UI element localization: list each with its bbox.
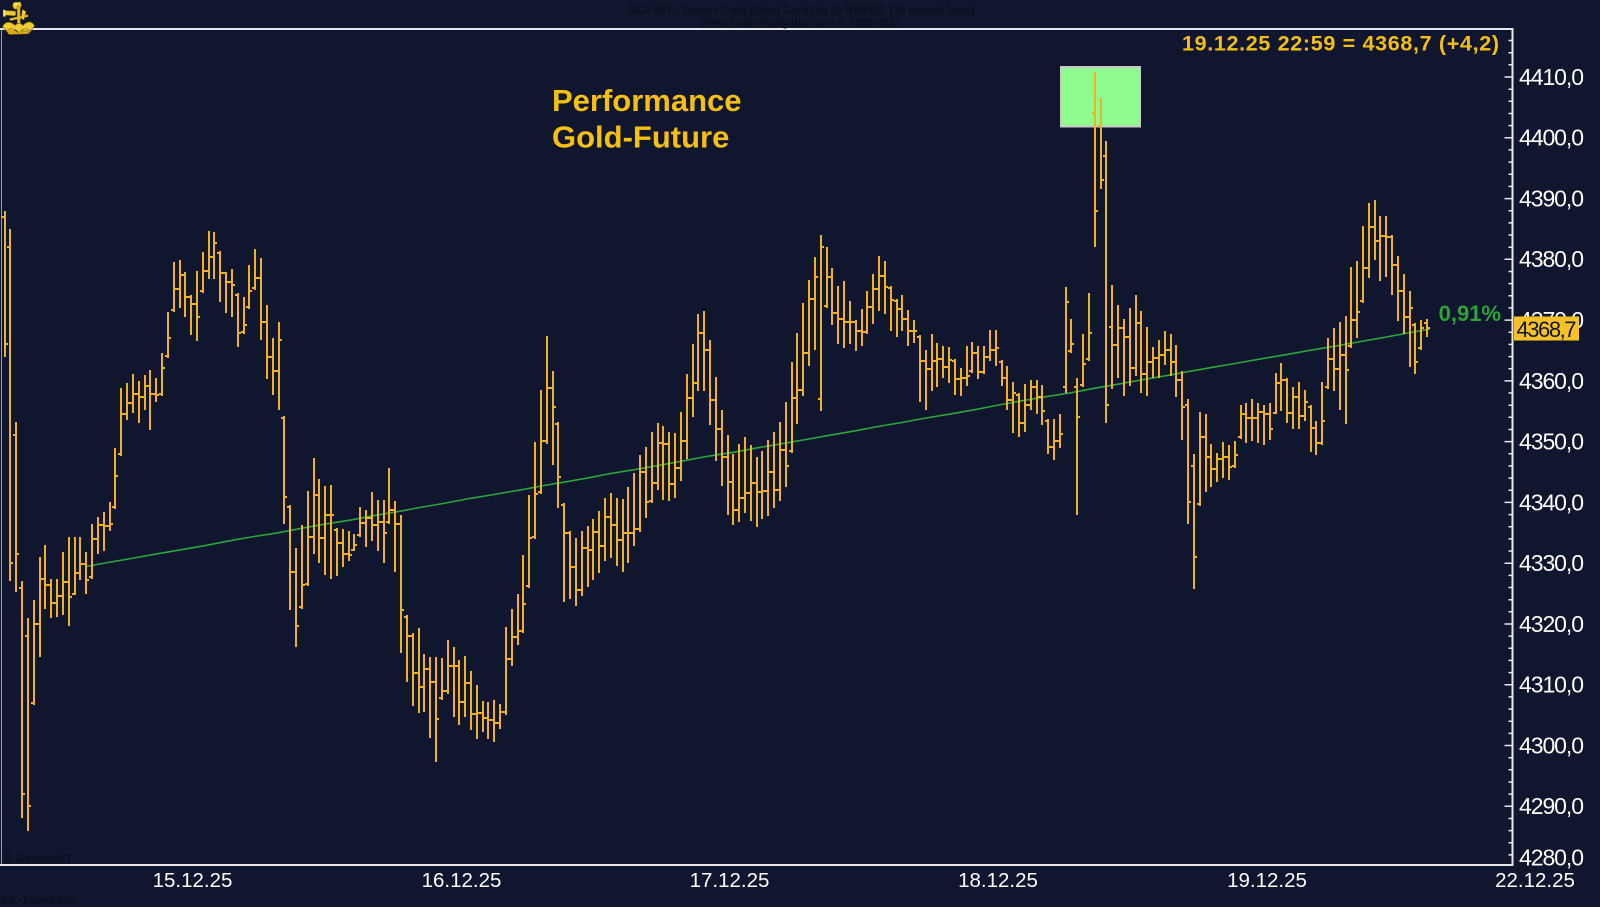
svg-text:4360,0: 4360,0	[1519, 368, 1584, 394]
svg-text:© GenesisFT: © GenesisFT	[5, 853, 73, 865]
svg-text:4340,0: 4340,0	[1519, 489, 1584, 515]
svg-text:4300,0: 4300,0	[1519, 732, 1584, 758]
svg-text:16.12.25: 16.12.25	[422, 869, 502, 892]
svg-text:GC3-057: Comex Gold (Elec) Co: GC3-057: Comex Gold (Elec) Cont Liq @ NY…	[628, 5, 975, 17]
svg-text:4410,0: 4410,0	[1519, 64, 1584, 90]
svg-text:0,91%: 0,91%	[1439, 301, 1501, 326]
svg-text:19.12.25: 19.12.25	[1227, 869, 1307, 892]
svg-text:www.TradeNavigator.com © 1999-: www.TradeNavigator.com © 1999-2025	[700, 17, 901, 29]
svg-text:4350,0: 4350,0	[1519, 429, 1584, 455]
svg-text:Performance: Performance	[552, 83, 742, 118]
svg-text:4330,0: 4330,0	[1519, 550, 1584, 576]
svg-text:15.12.25: 15.12.25	[153, 869, 233, 892]
svg-text:18.12.25: 18.12.25	[958, 869, 1038, 892]
svg-text:4400,0: 4400,0	[1519, 125, 1584, 151]
svg-text:4280,0: 4280,0	[1519, 844, 1584, 870]
svg-text:4368,7: 4368,7	[1517, 317, 1577, 342]
svg-text:4390,0: 4390,0	[1519, 186, 1584, 212]
svg-text:4310,0: 4310,0	[1519, 672, 1584, 698]
svg-text:4380,0: 4380,0	[1519, 246, 1584, 272]
svg-text:4320,0: 4320,0	[1519, 611, 1584, 637]
svg-text:17.12.25: 17.12.25	[690, 869, 770, 892]
svg-text:CS Investor: CS Investor	[1, 895, 77, 907]
svg-text:Gold-Future: Gold-Future	[552, 120, 729, 155]
svg-text:22.12.25: 22.12.25	[1495, 869, 1575, 892]
svg-text:4290,0: 4290,0	[1519, 793, 1584, 819]
svg-text:19.12.25 22:59 = 4368,7 (+4,2): 19.12.25 22:59 = 4368,7 (+4,2)	[1182, 32, 1499, 56]
